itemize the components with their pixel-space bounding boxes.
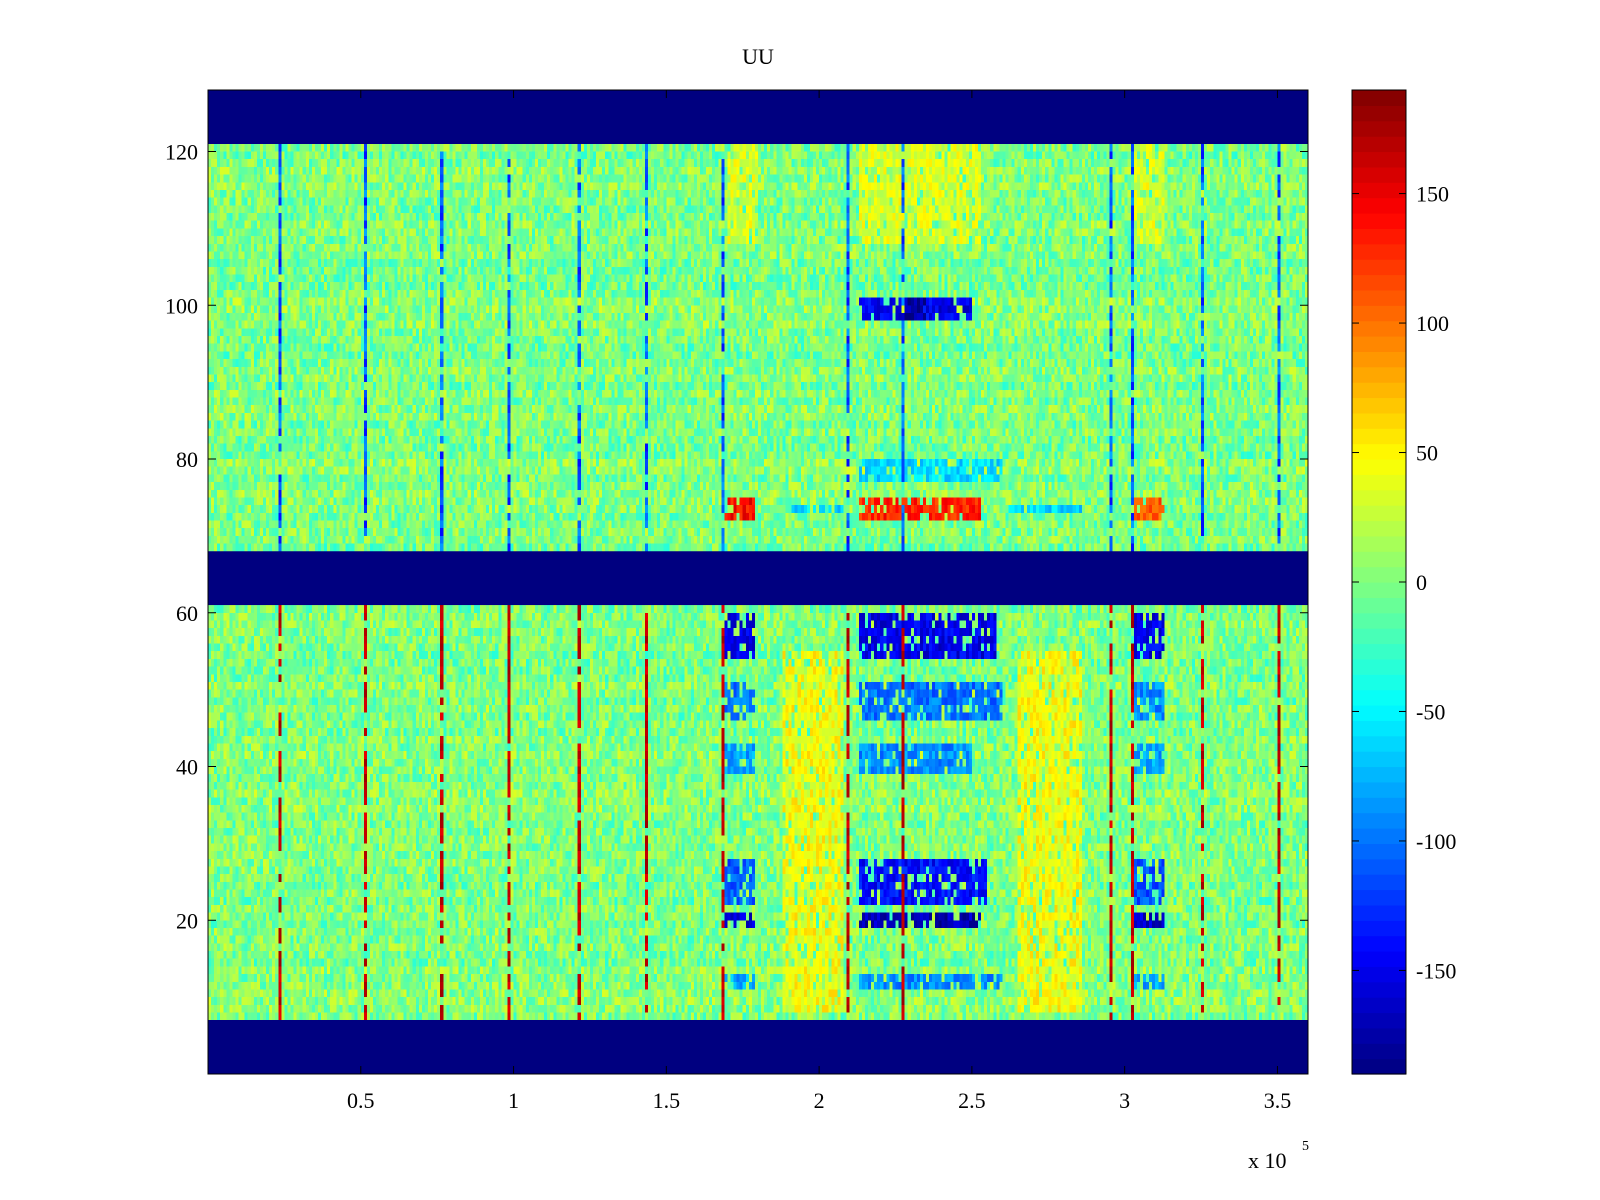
colorbar-swatch	[1352, 1058, 1406, 1075]
colorbar-swatch	[1352, 812, 1406, 829]
colorbar-tick-label: -50	[1416, 699, 1445, 724]
colorbar-swatch	[1352, 1027, 1406, 1044]
colorbar-swatch	[1352, 166, 1406, 183]
x-tick-label: 1	[508, 1088, 519, 1113]
colorbar-swatch	[1352, 197, 1406, 214]
colorbar-swatch	[1352, 428, 1406, 445]
colorbar-swatch	[1352, 336, 1406, 352]
colorbar-swatch	[1352, 981, 1406, 998]
y-tick-label: 20	[176, 908, 198, 933]
colorbar-swatch	[1352, 120, 1406, 137]
colorbar-swatch	[1352, 720, 1406, 737]
masked-band-1	[208, 551, 1308, 606]
colorbar-swatch	[1352, 828, 1406, 844]
colorbar-swatch	[1352, 904, 1406, 921]
colorbar-swatch	[1352, 935, 1406, 952]
x-tick-label: 0.5	[347, 1088, 375, 1113]
colorbar-swatch	[1352, 1043, 1406, 1060]
colorbar-swatch	[1352, 997, 1406, 1014]
colorbar-swatch	[1352, 90, 1406, 106]
x-tick-label: 1.5	[653, 1088, 681, 1113]
plot-frame	[207, 89, 1309, 1075]
colorbar-swatch	[1352, 151, 1406, 168]
colorbar-tick-label: 100	[1416, 311, 1449, 336]
x-multiplier-base: x 10	[1248, 1148, 1287, 1173]
colorbar-swatch	[1352, 305, 1406, 322]
colorbar-swatch	[1352, 628, 1406, 645]
colorbar-swatch	[1352, 105, 1406, 122]
colorbar-swatch	[1352, 274, 1406, 291]
colorbar-swatch	[1352, 582, 1406, 598]
colorbar-tick-label: 150	[1416, 182, 1449, 207]
colorbar-swatch	[1352, 243, 1406, 260]
colorbar-swatch	[1352, 213, 1406, 229]
colorbar-swatch	[1352, 597, 1406, 614]
colorbar-swatch	[1352, 874, 1406, 891]
colorbar-swatch	[1352, 520, 1406, 537]
colorbar-swatch	[1352, 920, 1406, 937]
chart-title: UU	[742, 44, 774, 69]
colorbar-tick-label: 50	[1416, 441, 1438, 466]
colorbar-swatch	[1352, 735, 1406, 752]
colorbar-swatch	[1352, 474, 1406, 491]
colorbar-swatch	[1352, 551, 1406, 568]
heatmap-cells	[208, 90, 1308, 1074]
colorbar-swatch	[1352, 674, 1406, 691]
y-tick-label: 60	[176, 601, 198, 626]
colorbar-swatch	[1352, 412, 1406, 429]
y-tick-label: 100	[165, 293, 198, 318]
masked-band-0	[208, 1020, 1308, 1074]
y-tick-label: 40	[176, 755, 198, 780]
x-tick-label: 3.5	[1264, 1088, 1292, 1113]
colorbar-swatch	[1352, 781, 1406, 798]
colorbar-swatch	[1352, 612, 1406, 629]
colorbar-swatch	[1352, 351, 1406, 368]
x-tick-label: 2	[814, 1088, 825, 1113]
x-tick-label: 2.5	[958, 1088, 986, 1113]
colorbar-swatch	[1352, 751, 1406, 768]
colorbar-swatch	[1352, 705, 1406, 721]
colorbar	[1352, 90, 1406, 1075]
colorbar-swatch	[1352, 658, 1406, 675]
colorbar-tick-label: -100	[1416, 829, 1456, 854]
colorbar-swatch	[1352, 505, 1406, 522]
colorbar-swatch	[1352, 535, 1406, 552]
x-tick-label: 3	[1119, 1088, 1130, 1113]
colorbar-swatch	[1352, 643, 1406, 660]
colorbar-swatch	[1352, 951, 1406, 967]
colorbar-swatch	[1352, 228, 1406, 245]
colorbar-swatch	[1352, 459, 1406, 475]
colorbar-swatch	[1352, 320, 1406, 337]
colorbar-swatch	[1352, 397, 1406, 414]
colorbar-ticks: 150 100 50 0 -50 -100 -150	[1352, 182, 1456, 983]
colorbar-swatch	[1352, 797, 1406, 814]
colorbar-tick-label: -150	[1416, 958, 1456, 983]
y-tick-label: 120	[165, 140, 198, 165]
colorbar-tick-label: 0	[1416, 570, 1427, 595]
x-multiplier-exponent: 5	[1302, 1139, 1309, 1154]
colorbar-swatch	[1352, 259, 1406, 276]
x-multiplier-label: x 10	[1248, 1148, 1287, 1173]
colorbar-swatch	[1352, 289, 1406, 306]
y-axis: 20 40 60 80 100 120	[165, 140, 1308, 933]
colorbar-swatch	[1352, 136, 1406, 153]
y-tick-label: 80	[176, 447, 198, 472]
colorbar-swatch	[1352, 182, 1406, 199]
colorbar-swatch	[1352, 858, 1406, 875]
colorbar-swatch	[1352, 566, 1406, 583]
colorbar-swatch	[1352, 366, 1406, 383]
masked-band-2	[208, 90, 1308, 144]
colorbar-swatch	[1352, 766, 1406, 783]
colorbar-swatch	[1352, 382, 1406, 399]
x-axis: 0.5 1 1.5 2 2.5 3 3.5	[347, 90, 1291, 1113]
colorbar-swatch	[1352, 489, 1406, 506]
colorbar-swatch	[1352, 689, 1406, 706]
colorbar-swatch	[1352, 1012, 1406, 1029]
colorbar-swatch	[1352, 843, 1406, 860]
colorbar-swatch	[1352, 443, 1406, 460]
colorbar-swatch	[1352, 966, 1406, 983]
colorbar-swatch	[1352, 889, 1406, 906]
